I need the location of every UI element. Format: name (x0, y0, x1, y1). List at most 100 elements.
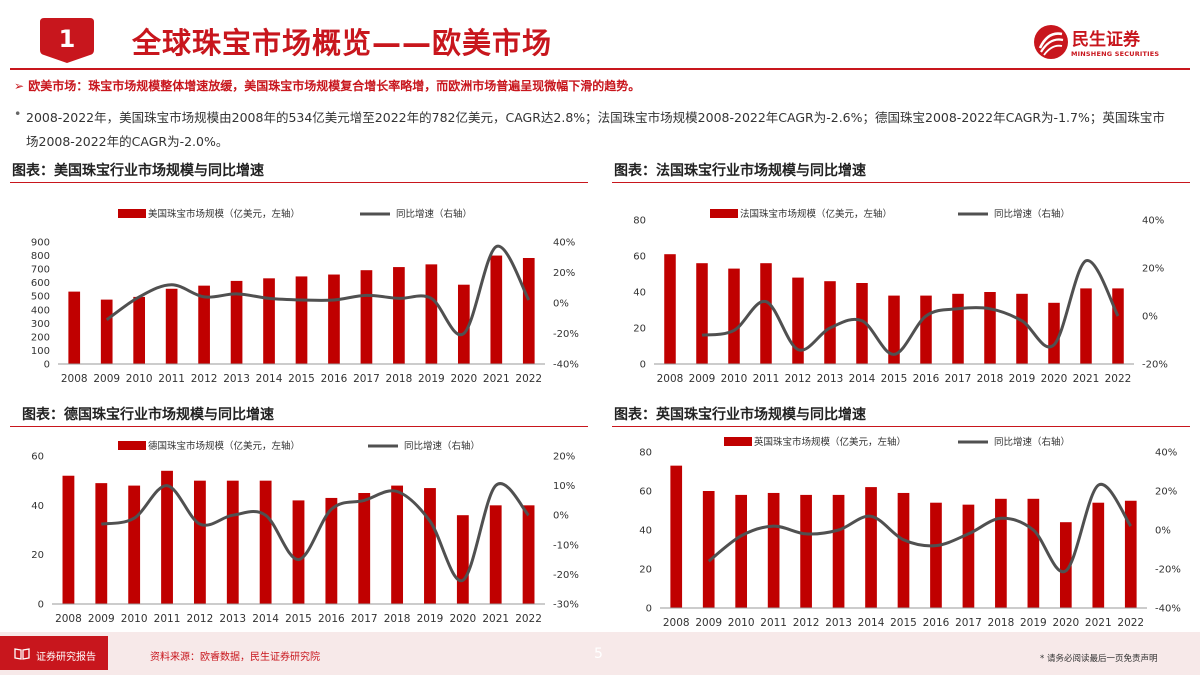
x-tick-label: 2011 (760, 617, 787, 629)
left-axis-tick: 0 (44, 360, 50, 371)
bar-2011 (161, 470, 173, 604)
bar-2008 (62, 475, 75, 604)
bar-2016 (920, 295, 932, 364)
left-axis-tick: 700 (31, 265, 50, 276)
x-tick-label: 2017 (945, 373, 972, 385)
x-tick-label: 2013 (817, 373, 844, 385)
growth-line (101, 482, 530, 582)
left-axis-tick: 60 (31, 452, 44, 463)
x-tick-label: 2021 (482, 613, 509, 625)
chart-title-uk: 图表：英国珠宝行业市场规模与同比增速 (614, 407, 866, 423)
panel-divider-us (10, 182, 588, 183)
left-axis-tick: 0 (640, 360, 646, 371)
footer-bar (0, 632, 1200, 675)
bar-2010 (735, 494, 748, 608)
bar-2012 (792, 277, 804, 364)
x-tick-label: 2017 (351, 613, 378, 625)
x-tick-label: 2014 (256, 373, 283, 385)
x-tick-label: 2014 (252, 613, 279, 625)
book-icon (14, 648, 30, 660)
x-tick-label: 2013 (223, 373, 250, 385)
footer-brand: 证券研究报告 (36, 652, 96, 663)
legend-line-label: 同比增速（右轴） (994, 208, 1070, 220)
bar-2011 (165, 288, 178, 364)
right-axis-tick: 0% (1155, 526, 1171, 537)
x-tick-label: 2021 (1073, 373, 1100, 385)
left-axis-tick: 40 (31, 501, 44, 512)
x-tick-label: 2012 (187, 613, 214, 625)
bar-2018 (393, 267, 405, 364)
bar-2014 (263, 278, 275, 364)
x-tick-label: 2009 (695, 617, 722, 629)
x-tick-label: 2011 (158, 373, 185, 385)
legend-bar-label: 德国珠宝市场规模（亿美元，左轴） (148, 440, 300, 452)
bar-2010 (133, 296, 146, 364)
x-tick-label: 2020 (449, 613, 476, 625)
growth-line (701, 259, 1120, 356)
page-number: 5 (594, 646, 603, 662)
x-tick-label: 2018 (988, 617, 1015, 629)
x-tick-label: 2009 (93, 373, 120, 385)
x-tick-label: 2018 (977, 373, 1004, 385)
x-tick-label: 2010 (126, 373, 153, 385)
x-tick-label: 2012 (785, 373, 812, 385)
minsheng-logo-icon (1034, 25, 1068, 59)
chart-uk: 英国珠宝市场规模（亿美元，左轴） 同比增速（右轴） 0 20 40 60 80 -40% -20… (639, 436, 1181, 629)
left-axis-tick: 40 (639, 526, 652, 537)
legend-line-label: 同比增速（右轴） (396, 208, 472, 220)
logo-name: 民生证券 (1072, 30, 1140, 50)
bar-2015 (888, 295, 900, 364)
x-tick-label: 2016 (913, 373, 940, 385)
bar-2011 (760, 263, 772, 364)
legend-line-label: 同比增速（右轴） (994, 436, 1070, 448)
x-tick-label: 2020 (1041, 373, 1068, 385)
right-axis-tick: 40% (1155, 448, 1177, 459)
left-axis-tick: 20 (639, 565, 652, 576)
x-tick-label: 2018 (386, 373, 413, 385)
bar-2022 (1124, 500, 1137, 608)
legend-bar-label: 法国珠宝市场规模（亿美元，左轴） (740, 208, 892, 220)
x-tick-label: 2022 (1105, 373, 1132, 385)
panel-divider-germany (10, 426, 588, 427)
x-tick-label: 2014 (849, 373, 876, 385)
bar-2017 (360, 270, 373, 364)
right-axis-tick: 20% (553, 452, 575, 463)
bar-2012 (193, 480, 206, 604)
bar-2021 (489, 505, 502, 604)
x-tick-label: 2010 (121, 613, 148, 625)
right-axis-tick: 0% (553, 299, 569, 310)
x-tick-label: 2022 (1117, 617, 1144, 629)
bar-2014 (856, 283, 868, 364)
bar-2020 (1048, 302, 1060, 364)
bar-2011 (767, 492, 780, 608)
left-axis-tick: 80 (639, 448, 652, 459)
footer-brand-block (0, 636, 108, 670)
bar-2018 (995, 498, 1007, 608)
bar-2013 (824, 281, 836, 364)
bar-2013 (230, 280, 243, 364)
bar-2016 (325, 497, 338, 604)
bar-2021 (1080, 288, 1092, 364)
summary-text: 2008-2022年，美国珠宝市场规模由2008年的534亿美元增至2022年的… (26, 110, 1165, 149)
left-axis-tick: 60 (639, 487, 652, 498)
right-axis-tick: -20% (553, 570, 579, 581)
left-axis-tick: 800 (31, 251, 50, 262)
bar-2019 (1027, 498, 1040, 608)
legend-bar-swatch (118, 209, 146, 218)
bar-2020 (1059, 522, 1072, 608)
disclaimer: * 请务必阅读最后一页免责声明 (1040, 654, 1158, 664)
left-axis-tick: 200 (31, 332, 50, 343)
left-axis-tick: 0 (646, 604, 652, 615)
bar-2013 (226, 480, 239, 604)
section-number: 1 (59, 25, 76, 53)
bar-2017 (962, 504, 975, 608)
bar-2010 (128, 485, 141, 604)
bar-2020 (456, 515, 469, 604)
left-axis-tick: 80 (633, 216, 646, 227)
right-axis-tick: 20% (1142, 264, 1164, 275)
left-axis-tick: 100 (31, 346, 50, 357)
right-axis-tick: 10% (553, 481, 575, 492)
key-point: ➢ 欧美市场：珠宝市场规模整体增速放缓，美国珠宝市场规模复合增长率略增，而欧洲市… (14, 79, 641, 93)
bar-2012 (198, 285, 210, 364)
x-tick-label: 2009 (689, 373, 716, 385)
